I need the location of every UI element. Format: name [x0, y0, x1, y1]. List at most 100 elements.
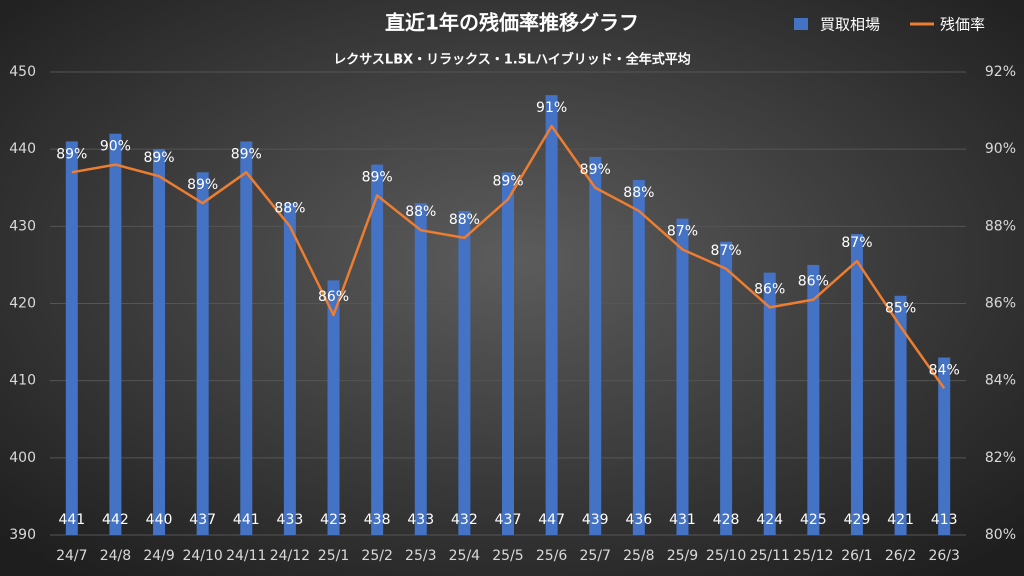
y-tick-label: 440	[9, 141, 36, 157]
line-value-label: 88%	[405, 204, 436, 220]
bar-value-label: 432	[451, 512, 478, 528]
line-value-label: 89%	[56, 146, 87, 162]
bar	[589, 156, 602, 535]
bar	[371, 164, 384, 535]
bar-value-label: 442	[102, 512, 129, 528]
y2-tick-label: 92%	[985, 64, 1016, 80]
bar-value-label: 429	[844, 512, 871, 528]
x-tick-label: 24/12	[270, 548, 310, 564]
y-tick-label: 430	[9, 218, 36, 234]
bar-value-label: 436	[625, 512, 652, 528]
bar	[327, 280, 340, 535]
legend-swatch	[794, 18, 808, 30]
y2-tick-label: 80%	[985, 527, 1016, 543]
bar-value-label: 439	[582, 512, 609, 528]
line-value-label: 87%	[667, 223, 698, 239]
bar-value-label: 424	[756, 512, 783, 528]
bar	[850, 234, 863, 536]
x-tick-label: 25/2	[361, 548, 392, 564]
line-value-label: 88%	[449, 212, 480, 228]
bar-value-label: 421	[887, 512, 914, 528]
x-tick-label: 25/4	[449, 548, 481, 564]
x-tick-label: 25/12	[793, 548, 833, 564]
line-value-label: 88%	[274, 200, 305, 216]
bar	[283, 203, 296, 535]
x-tick-label: 26/3	[928, 548, 959, 564]
bar	[545, 95, 558, 536]
bar	[720, 241, 733, 535]
y2-tick-label: 84%	[985, 373, 1016, 389]
bar-value-label: 431	[669, 512, 696, 528]
bar	[196, 172, 209, 536]
chart-title: 直近1年の残価率推移グラフ	[385, 11, 639, 35]
bar	[502, 172, 514, 536]
bar-value-label: 423	[320, 512, 347, 528]
x-tick-label: 24/7	[56, 548, 87, 564]
y-tick-label: 420	[9, 296, 36, 312]
bar-value-label: 437	[189, 512, 216, 528]
chart-subtitle: レクサスLBX・リラックス・1.5Lハイブリッド・全年式平均	[333, 52, 691, 68]
bar	[109, 133, 122, 535]
x-tick-label: 25/8	[623, 548, 654, 564]
y2-tick-label: 86%	[985, 296, 1016, 312]
y-tick-label: 400	[9, 450, 36, 466]
x-tick-label: 24/11	[226, 548, 266, 564]
bar	[458, 210, 471, 535]
x-tick-label: 26/2	[885, 548, 916, 564]
x-tick-label: 25/11	[750, 548, 790, 564]
y-tick-label: 410	[9, 373, 36, 389]
bar-value-label: 437	[495, 512, 522, 528]
x-tick-label: 25/5	[492, 548, 523, 564]
line-value-label: 87%	[841, 235, 872, 251]
line-value-label: 89%	[143, 150, 174, 166]
line	[71, 124, 946, 390]
y-tick-label: 450	[9, 64, 36, 80]
line-value-label: 89%	[231, 146, 262, 162]
bar-value-label: 441	[233, 512, 260, 528]
line-value-label: 86%	[318, 289, 349, 305]
x-tick-label: 25/6	[536, 548, 568, 564]
line-value-label: 88%	[623, 185, 654, 201]
bar	[676, 218, 689, 535]
line-value-label: 86%	[754, 281, 785, 297]
bar	[632, 180, 645, 536]
bar-value-label: 428	[713, 512, 740, 528]
x-tick-label: 24/10	[182, 548, 222, 564]
x-tick-label: 25/9	[667, 548, 698, 564]
line-value-label: 89%	[580, 162, 611, 178]
line-value-label: 91%	[536, 100, 567, 116]
y2-tick-label: 88%	[985, 218, 1016, 234]
legend-label: 買取相場	[820, 16, 880, 34]
x-tick-label: 26/1	[841, 548, 872, 564]
y-tick-label: 390	[9, 527, 36, 543]
bar	[65, 141, 78, 535]
x-tick-label: 25/3	[405, 548, 436, 564]
y2-tick-label: 82%	[985, 450, 1016, 466]
x-tick-label: 25/7	[580, 548, 611, 564]
bar-value-label: 433	[277, 512, 304, 528]
bar-value-label: 440	[146, 512, 173, 528]
line-value-label: 87%	[711, 243, 742, 259]
line-value-label: 90%	[100, 139, 131, 155]
line-value-label: 89%	[187, 177, 218, 193]
bar	[894, 295, 907, 535]
y2-tick-label: 90%	[985, 141, 1016, 157]
legend-label: 残価率	[940, 16, 985, 34]
line-value-label: 86%	[798, 274, 829, 290]
line-value-label: 85%	[885, 301, 916, 317]
line-value-label: 89%	[492, 173, 523, 189]
bar-value-label: 425	[800, 512, 827, 528]
bar	[763, 272, 776, 535]
x-tick-label: 25/1	[318, 548, 349, 564]
line-value-label: 84%	[929, 362, 960, 378]
bar-value-label: 413	[931, 512, 958, 528]
x-tick-label: 24/8	[100, 548, 131, 564]
line-value-label: 89%	[362, 169, 393, 185]
bar	[153, 149, 166, 535]
bar-value-label: 441	[58, 512, 85, 528]
bar-value-label: 433	[407, 512, 434, 528]
bar-value-label: 447	[538, 512, 565, 528]
x-tick-label: 25/10	[706, 548, 746, 564]
bar	[240, 141, 253, 535]
